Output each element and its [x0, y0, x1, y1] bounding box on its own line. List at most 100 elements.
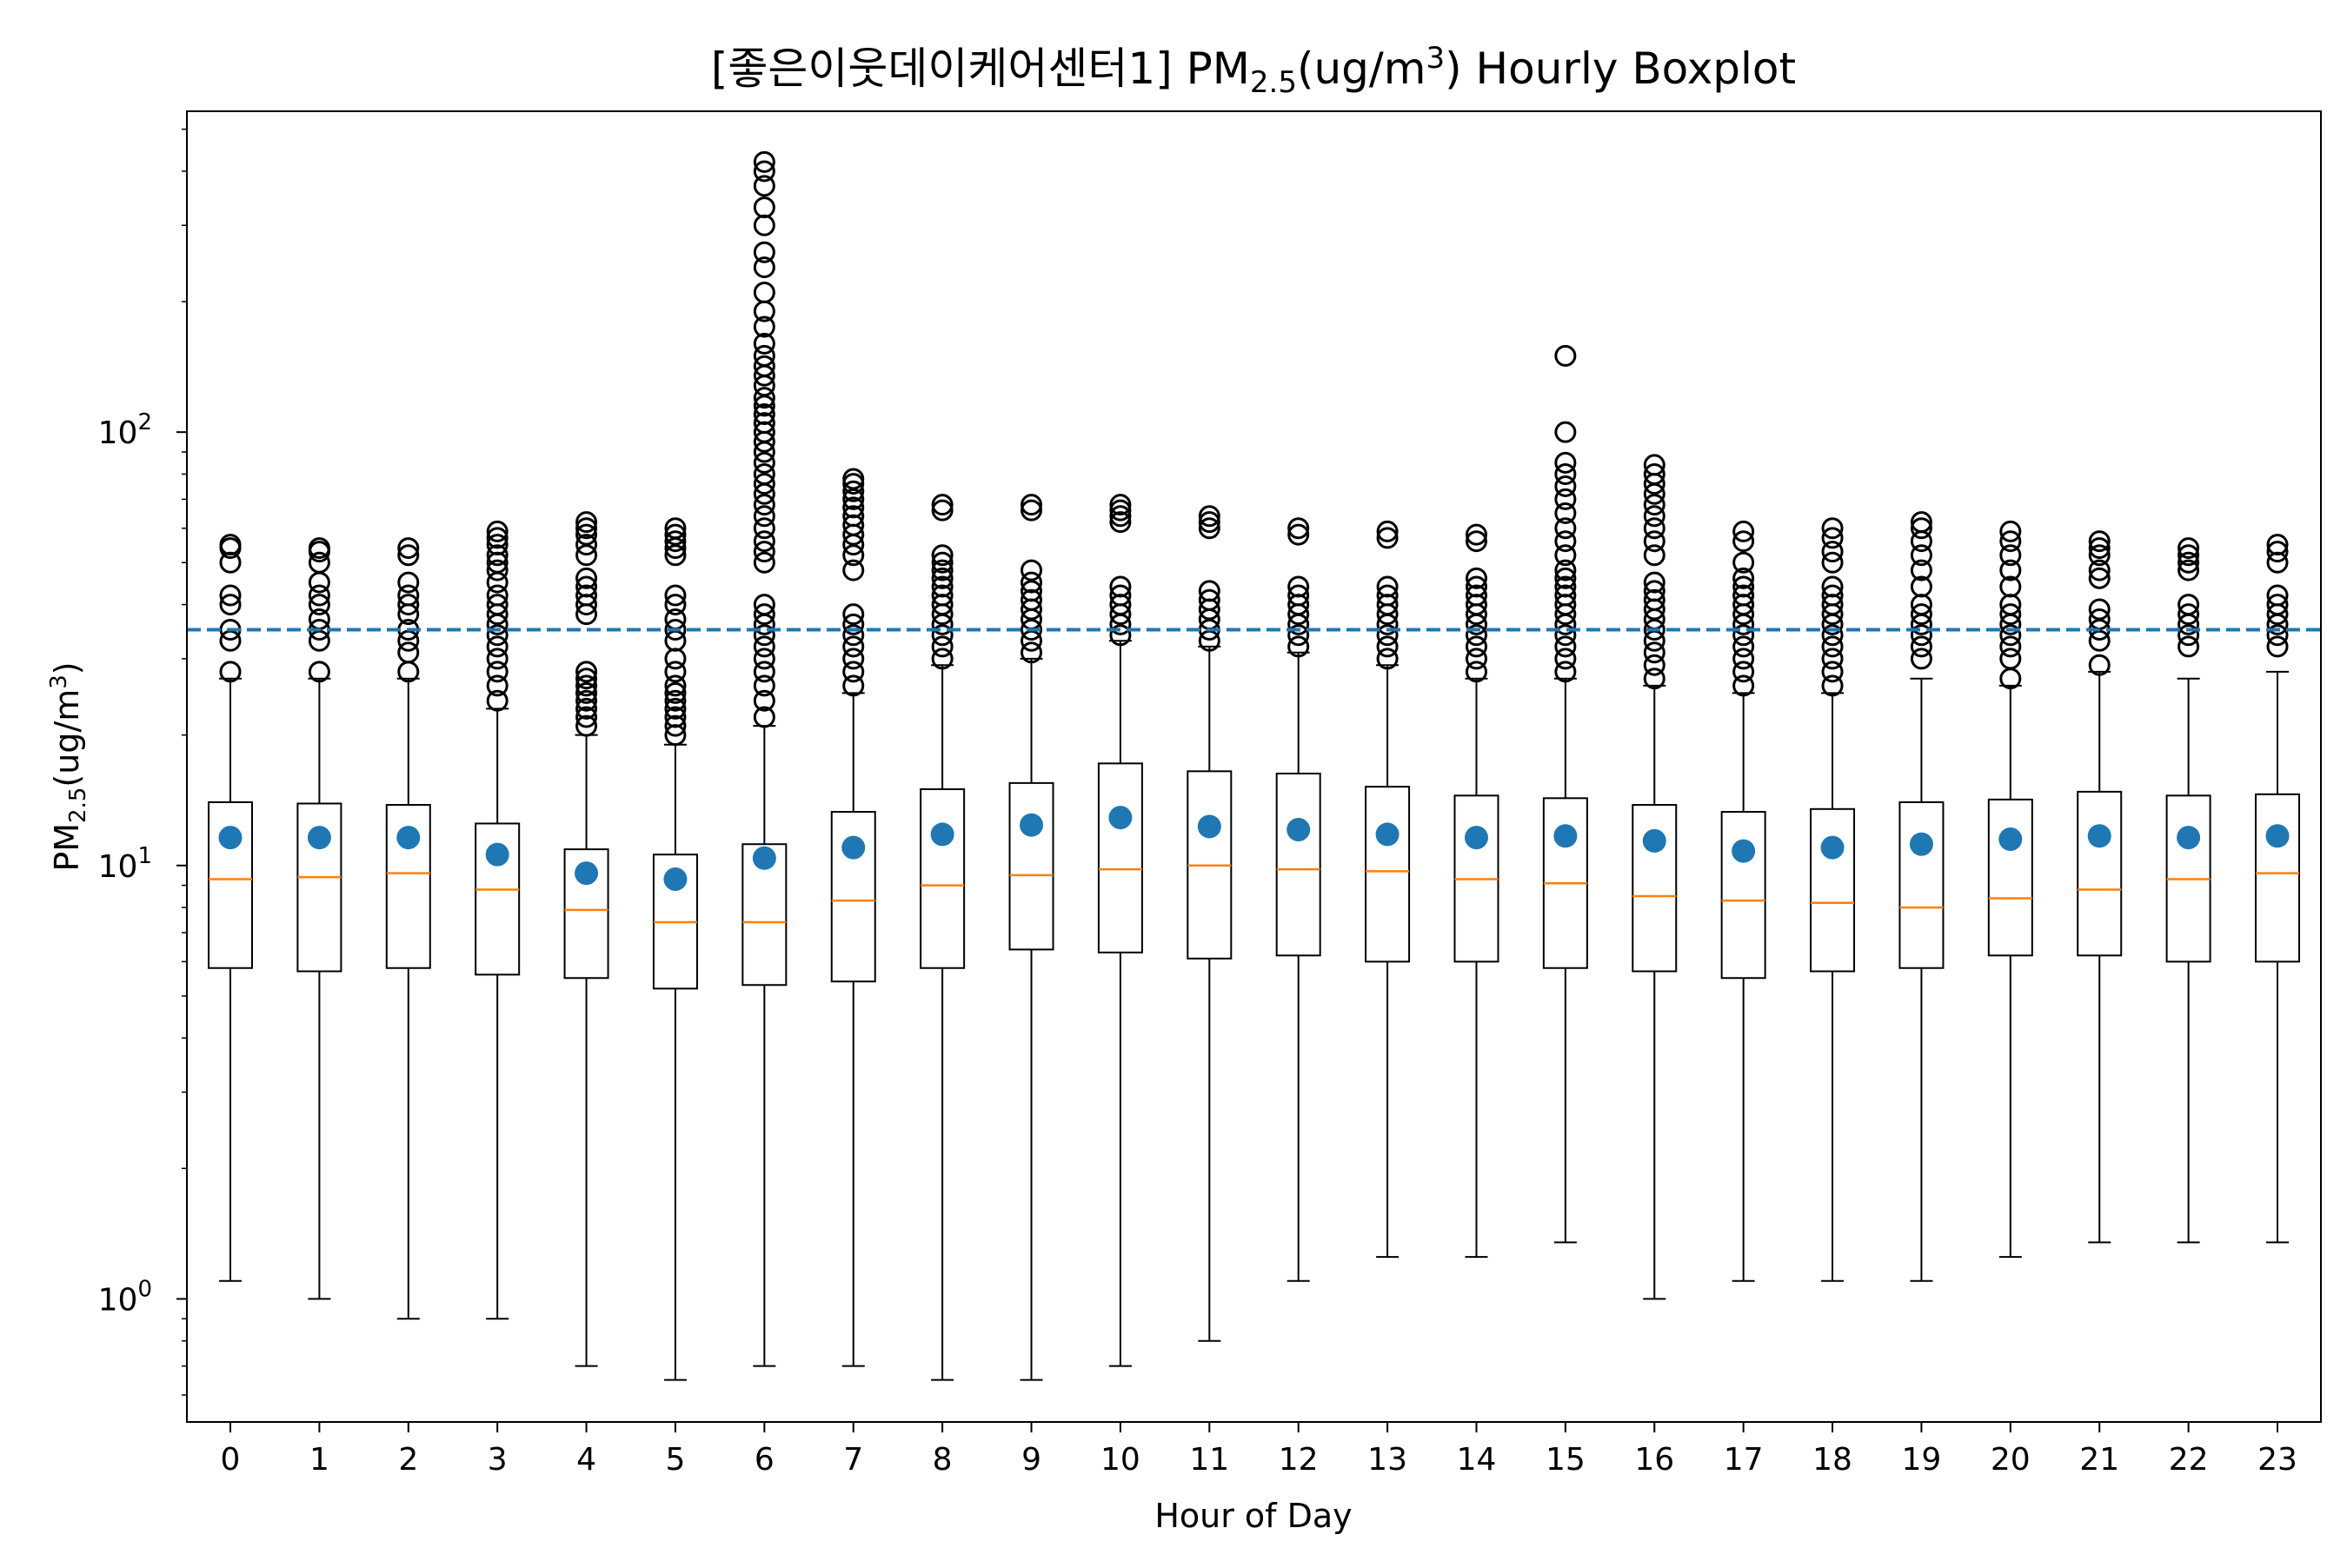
- outlier-point: [1643, 588, 1666, 611]
- outlier-point: [1465, 584, 1487, 607]
- outlier-point: [753, 661, 775, 683]
- outlier-point: [664, 714, 687, 737]
- outlier-point: [842, 635, 865, 658]
- outlier-point: [219, 534, 242, 556]
- outlier-point: [1821, 517, 1844, 540]
- outlier-point: [2088, 544, 2111, 567]
- outlier-point: [1999, 520, 2022, 542]
- x-tick-label: 15: [1546, 1442, 1586, 1478]
- outlier-point: [2177, 635, 2200, 658]
- x-tick-label: 10: [1100, 1442, 1140, 1478]
- outlier-point: [1732, 648, 1755, 670]
- outlier-point: [753, 674, 775, 697]
- mean-marker: [485, 842, 509, 867]
- box: [1987, 798, 2033, 957]
- x-tick-label: 1: [309, 1442, 329, 1478]
- outlier-point: [2177, 551, 2200, 574]
- outlier-point: [2266, 551, 2289, 574]
- outlier-point: [2266, 541, 2289, 563]
- outlier-point: [219, 629, 242, 652]
- box-group: [2255, 534, 2300, 1244]
- outlier-point: [753, 541, 775, 563]
- outlier-point: [1376, 648, 1399, 670]
- outlier-point: [1821, 648, 1844, 670]
- x-tick-label: 22: [2169, 1442, 2209, 1478]
- x-tick-label: 12: [1279, 1442, 1319, 1478]
- mean-marker: [307, 826, 331, 850]
- outlier-point: [397, 594, 420, 616]
- outlier-point: [753, 316, 775, 338]
- mean-marker: [1553, 824, 1578, 848]
- outlier-point: [1732, 624, 1755, 647]
- title-main: [좋은이웃데이케어센터1] PM: [711, 43, 1250, 94]
- outlier-point: [1554, 421, 1577, 443]
- outlier-point: [664, 706, 687, 728]
- outlier-point: [1109, 584, 1132, 607]
- mean-marker: [1642, 828, 1666, 853]
- outlier-point: [1021, 641, 1043, 664]
- box-group: [920, 494, 966, 1381]
- outlier-point: [1198, 580, 1220, 602]
- mean-marker: [1820, 835, 1845, 860]
- outlier-point: [1465, 624, 1487, 647]
- mean-marker: [663, 867, 688, 891]
- outlier-point: [1554, 502, 1577, 524]
- outlier-point: [753, 451, 775, 474]
- box-group: [1632, 454, 1678, 1300]
- outlier-point: [1732, 520, 1755, 542]
- outlier-point: [931, 567, 954, 589]
- x-tick-label: 18: [1812, 1442, 1852, 1478]
- title-end: ) Hourly Boxplot: [1445, 43, 1796, 94]
- outlier-point: [1554, 344, 1577, 367]
- y-tick-base: 10: [98, 849, 138, 885]
- box-group: [1187, 505, 1233, 1342]
- outlier-point: [219, 594, 242, 616]
- outlier-point: [931, 494, 954, 516]
- outlier-point: [575, 511, 598, 534]
- outlier-point: [2177, 624, 2200, 647]
- x-tick-label: 20: [1991, 1442, 2031, 1478]
- x-tick-label: 6: [755, 1442, 775, 1478]
- outlier-point: [664, 674, 687, 697]
- outlier-point: [1198, 517, 1220, 540]
- outlier-point: [1643, 454, 1666, 476]
- outlier-point: [2266, 584, 2289, 607]
- outlier-point: [1643, 629, 1666, 652]
- outlier-point: [753, 150, 775, 173]
- outlier-point: [486, 635, 509, 658]
- outlier-point: [664, 530, 687, 553]
- outlier-point: [1643, 517, 1666, 540]
- outlier-point: [2088, 598, 2111, 621]
- box: [296, 802, 342, 973]
- outlier-point: [842, 496, 865, 519]
- outlier-point: [1554, 517, 1577, 540]
- mean-marker: [1909, 832, 1933, 856]
- outlier-point: [664, 689, 687, 712]
- outlier-point: [1465, 530, 1487, 553]
- outlier-point: [486, 624, 509, 647]
- outlier-point: [664, 618, 687, 641]
- outlier-point: [664, 697, 687, 720]
- outlier-point: [308, 571, 330, 594]
- outlier-point: [1999, 603, 2022, 626]
- outlier-point: [1910, 575, 1932, 598]
- box: [1275, 772, 1321, 957]
- outlier-point: [1109, 505, 1132, 528]
- outlier-point: [1643, 530, 1666, 553]
- outlier-point: [753, 517, 775, 540]
- outlier-point: [1732, 575, 1755, 598]
- outlier-point: [1376, 575, 1399, 598]
- outlier-point: [2088, 530, 2111, 553]
- outlier-point: [931, 559, 954, 581]
- mean-marker: [752, 846, 776, 870]
- outlier-point: [1732, 567, 1755, 589]
- mean-marker: [1732, 839, 1756, 863]
- outlier-point: [486, 559, 509, 581]
- y-tick-base: 10: [98, 1282, 138, 1318]
- mean-marker: [1197, 814, 1221, 839]
- y-axis-label: PM2.5(ug/m3): [46, 661, 91, 871]
- outlier-point: [486, 674, 509, 697]
- outlier-point: [664, 517, 687, 540]
- outlier-point: [1287, 635, 1310, 658]
